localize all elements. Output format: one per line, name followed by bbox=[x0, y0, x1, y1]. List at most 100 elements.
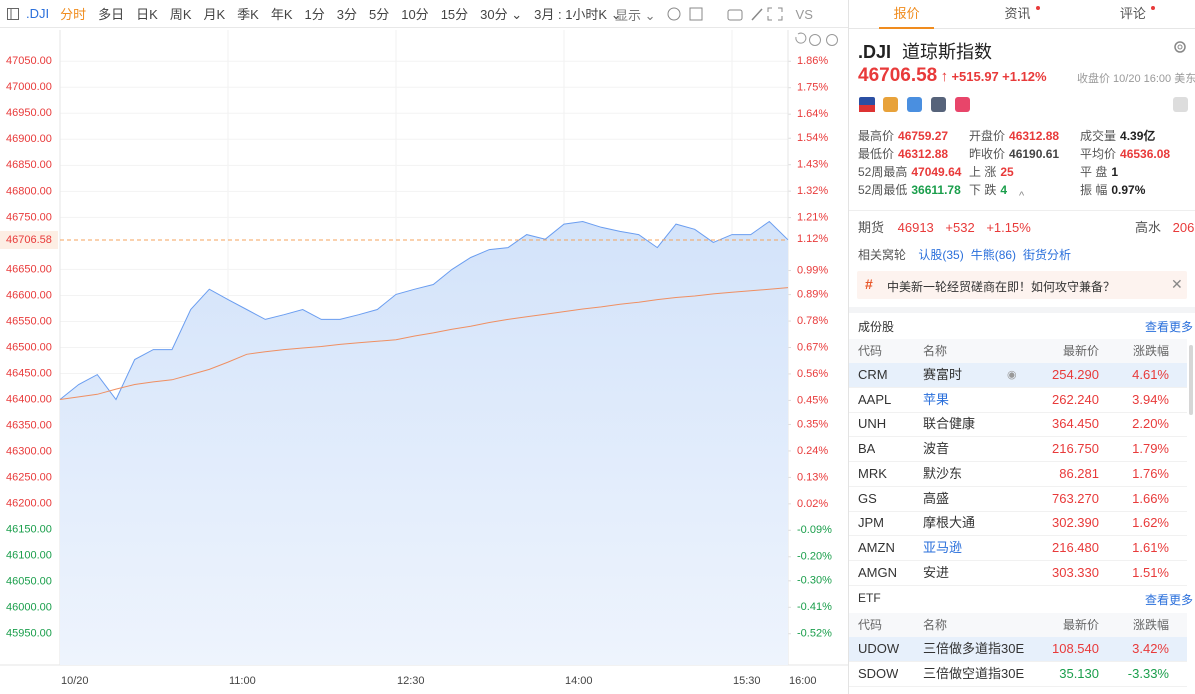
table-row[interactable]: UNH 联合健康 364.450 2.20% bbox=[849, 412, 1187, 438]
cell: 35.130 bbox=[1059, 665, 1099, 681]
related-link[interactable]: 牛熊(86) bbox=[970, 248, 1017, 262]
table-row[interactable]: GS 高盛 763.270 1.66% bbox=[849, 487, 1187, 512]
panel-tab[interactable]: 资讯 bbox=[964, 0, 1079, 28]
gear-icon[interactable] bbox=[1173, 40, 1187, 54]
note-icon[interactable] bbox=[931, 97, 946, 112]
table-row[interactable]: BA 波音 216.750 1.79% bbox=[849, 437, 1187, 463]
period-tab[interactable]: 10分 bbox=[401, 4, 428, 23]
y2-tick-label: -0.52% bbox=[797, 628, 832, 640]
stat-value: 4 bbox=[1000, 183, 1008, 197]
cell: 联合健康 bbox=[923, 416, 976, 432]
table-row[interactable]: JPM 摩根大通 302.390 1.62% bbox=[849, 511, 1187, 537]
alert-icon[interactable] bbox=[1173, 97, 1188, 112]
cell: 安进 bbox=[923, 564, 950, 580]
etf-more[interactable]: 查看更多 bbox=[1145, 593, 1194, 607]
news-banner[interactable]: # 中美新一轮经贸磋商在即！如何攻守兼备？ ✕ bbox=[857, 271, 1187, 299]
futures-change: +532 bbox=[945, 220, 975, 235]
period-tab[interactable]: 季K bbox=[237, 4, 259, 23]
stat-value: 4.39亿 bbox=[1120, 129, 1156, 143]
stat: 昨收价 46190.61 bbox=[969, 145, 1059, 162]
reset-icon[interactable] bbox=[795, 32, 807, 44]
y-tick-label: 45950.00 bbox=[6, 628, 52, 640]
area-fill bbox=[60, 221, 788, 665]
components-title: 成份股 bbox=[858, 320, 895, 334]
stat-label: 成交量 bbox=[1080, 129, 1117, 143]
panel-tab[interactable]: 报价 bbox=[849, 0, 964, 29]
related-link[interactable]: 认股(35) bbox=[918, 248, 964, 262]
cell: SDOW bbox=[858, 665, 899, 681]
period-tab[interactable]: 1分 bbox=[305, 4, 325, 23]
panel-tab[interactable]: 评论 bbox=[1080, 0, 1195, 28]
period-tab[interactable]: 月K bbox=[204, 4, 226, 23]
fullscreen-icon[interactable] bbox=[767, 7, 783, 21]
stat-label: 52周最高 bbox=[858, 165, 908, 179]
period-tab[interactable]: 3月 : 1小时K ⌄ bbox=[534, 7, 622, 22]
cell: 216.480 bbox=[1052, 539, 1099, 555]
period-tab-label: 3分 bbox=[336, 7, 357, 22]
futures-label: 期货 bbox=[858, 220, 885, 235]
period-tab-label: 季K bbox=[237, 7, 259, 22]
table-row[interactable]: SDOW 三倍做空道指30E 35.130 -3.33% bbox=[849, 662, 1187, 687]
related-link[interactable]: 街货分析 bbox=[1023, 248, 1072, 262]
cell: UDOW bbox=[858, 641, 900, 656]
futures-line: 期货 46913 +532 +1.15% bbox=[858, 217, 1031, 236]
y-tick-label: 46750.00 bbox=[6, 211, 52, 223]
scrollbar[interactable] bbox=[1189, 345, 1193, 415]
x-tick-label: 15:30 bbox=[733, 675, 761, 687]
unread-dot bbox=[1150, 6, 1155, 10]
draw-icon[interactable] bbox=[689, 7, 703, 21]
period-tab-label: 1分 bbox=[304, 7, 325, 22]
period-tab[interactable]: 多日 bbox=[98, 4, 124, 23]
zoom-out-icon[interactable] bbox=[809, 34, 821, 46]
y-tick-label: 46950.00 bbox=[6, 107, 52, 119]
settings-icon[interactable] bbox=[667, 7, 681, 21]
cell: 苹果 bbox=[923, 391, 950, 407]
table-row[interactable]: UDOW 三倍做多道指30E 108.540 3.42% bbox=[849, 637, 1187, 662]
cell: JPM bbox=[858, 515, 884, 531]
components-more[interactable]: 查看更多 bbox=[1145, 320, 1194, 334]
period-tab[interactable]: 15分 bbox=[441, 4, 468, 23]
y2-tick-label: 0.99% bbox=[797, 264, 828, 276]
stat: 开盘价 46312.88 bbox=[969, 127, 1059, 144]
badge-icon[interactable] bbox=[883, 97, 898, 112]
y-tick-label: 46650.00 bbox=[6, 263, 52, 275]
premium-value: 206 bbox=[1172, 220, 1195, 235]
vs-button[interactable]: VS bbox=[795, 6, 813, 22]
period-tab[interactable]: 3分 bbox=[337, 4, 357, 23]
favorite-icon[interactable] bbox=[955, 97, 970, 112]
table-row[interactable]: AMGN 安进 303.330 1.51% bbox=[849, 561, 1187, 586]
y2-tick-label: 0.78% bbox=[797, 315, 828, 327]
period-tab[interactable]: 分时 bbox=[60, 4, 86, 23]
table-row[interactable]: MRK 默沙东 86.281 1.76% bbox=[849, 462, 1187, 487]
period-tab-label: 多日 bbox=[98, 7, 125, 22]
camera-icon[interactable] bbox=[727, 9, 743, 21]
watch-icon[interactable]: ◉ bbox=[1007, 369, 1017, 381]
layout-icon[interactable] bbox=[6, 7, 20, 21]
us-flag-stripe bbox=[859, 105, 875, 112]
close-icon[interactable]: ✕ bbox=[1171, 276, 1183, 292]
divider bbox=[849, 210, 1195, 211]
pen-icon[interactable] bbox=[750, 8, 763, 21]
cell: 赛富时 bbox=[923, 367, 963, 382]
table-row[interactable]: AAPL 苹果 262.240 3.94% bbox=[849, 388, 1187, 413]
y-tick-label: 46600.00 bbox=[6, 289, 52, 301]
period-tab[interactable]: 周K bbox=[170, 4, 192, 23]
table-row[interactable]: CRM 赛富时 254.290 4.61% ◉ bbox=[849, 363, 1187, 388]
stat-label: 平 盘 bbox=[1080, 165, 1108, 179]
period-tab[interactable]: 日K bbox=[136, 4, 158, 23]
display-toggle[interactable]: 显示 ⌄ bbox=[615, 7, 656, 23]
tag-icon[interactable] bbox=[907, 97, 922, 112]
period-tab[interactable]: 5分 bbox=[369, 4, 389, 23]
cell: 三倍做多道指30E bbox=[923, 641, 1025, 656]
y2-tick-label: 0.45% bbox=[797, 394, 828, 406]
period-tab[interactable]: 年K bbox=[271, 4, 293, 23]
cell: 高盛 bbox=[923, 490, 950, 506]
expand-caret[interactable]: ^ bbox=[1019, 190, 1025, 202]
stat-label: 下 跌 bbox=[969, 183, 997, 197]
table-row[interactable]: AMZN 亚马逊 216.480 1.61% bbox=[849, 536, 1187, 561]
quote-code: .DJI bbox=[858, 42, 892, 62]
period-tab[interactable]: 30分 ⌄ bbox=[480, 7, 523, 22]
zoom-in-icon[interactable] bbox=[826, 34, 838, 46]
